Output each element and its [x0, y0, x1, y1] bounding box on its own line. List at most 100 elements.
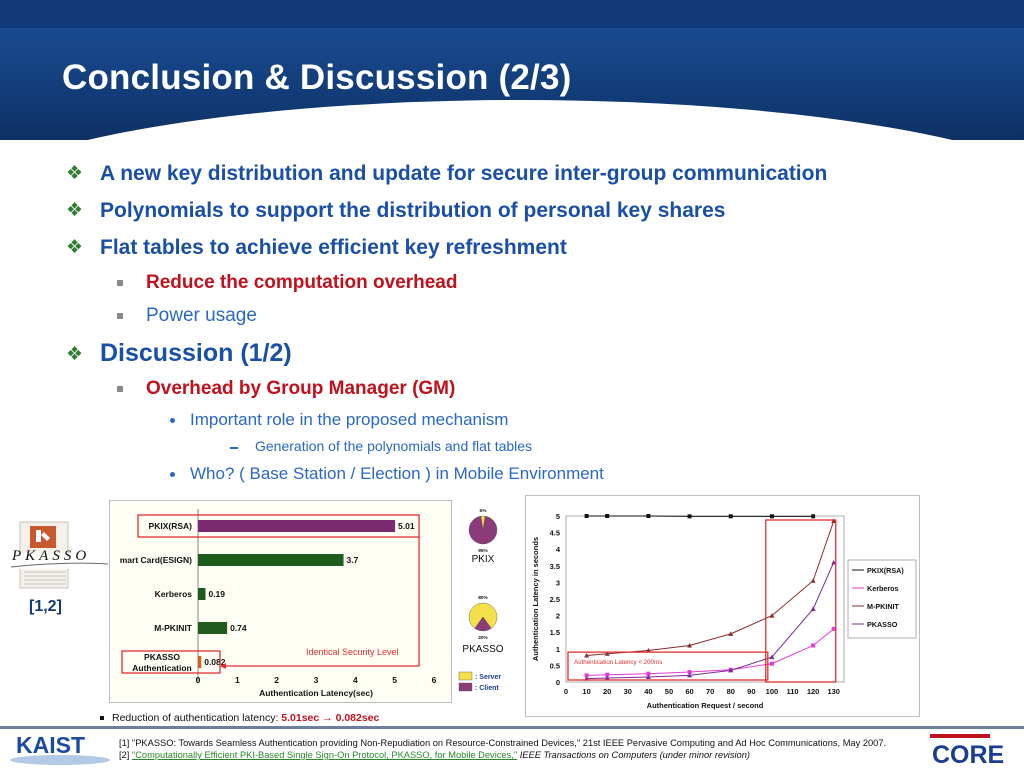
line-point-m-pkinit [604, 651, 610, 656]
bar-category-label: Kerberos [155, 589, 193, 599]
line-x-axis-label: Authentication Request / second [647, 701, 764, 710]
line-legend-label: Kerberos [867, 584, 899, 593]
line-point-pkix-rsa- [605, 514, 610, 518]
line-legend-label: PKIX(RSA) [867, 566, 904, 575]
logo-reference: [1,2] [29, 598, 62, 615]
latency-line-chart-panel: 0 0.5 1 1.5 2 2.5 3 3.5 4 4.5 5 0 10 20 30 40 50 60 70 80 90… [525, 495, 920, 717]
line-x-tick-label: 70 [706, 687, 714, 696]
line-point-pkix-rsa- [769, 514, 774, 519]
reference-2: [2] "Computationally Efficient PKI-Based… [119, 749, 886, 761]
reference-2-link[interactable]: "Computationally Efficient PKI-Based Sin… [131, 750, 518, 760]
line-point-pkix-rsa- [728, 514, 733, 519]
pie-legend-label: : Server [475, 674, 501, 681]
line-point-kerberos [687, 670, 692, 675]
diamond-bullet-icon: ❖ [66, 344, 84, 365]
line-y-tick-label: 5 [556, 512, 560, 521]
bullet-generation: Generation of the polynomials and flat t… [255, 438, 533, 454]
line-point-m-pkinit [728, 631, 734, 636]
line-x-tick-label: 120 [807, 687, 820, 696]
bar-value-label: 5.01 [398, 521, 415, 531]
bullet-key-distribution: A new key distribution and update for se… [100, 162, 828, 185]
pie-legend-swatch [458, 671, 473, 681]
line-x-tick-label: 110 [786, 687, 798, 696]
diamond-bullet-icon: ❖ [66, 163, 84, 184]
line-annotation-label: Authentication Latency < 200ms [574, 659, 662, 666]
line-x-tick-label: 30 [624, 687, 632, 696]
line-x-tick-label: 60 [685, 687, 693, 696]
dash-bullet-icon [230, 447, 238, 449]
core-logo-text: CORE [932, 741, 1004, 766]
pie-panel: 5% 95% PKIX 80% 20% PKASSO: Server: Client [455, 505, 520, 700]
bar-x-tick-label: 5 [392, 675, 397, 685]
line-point-m-pkinit [810, 578, 816, 583]
diamond-bullet-icon: ❖ [66, 237, 84, 258]
square-bullet-icon [117, 313, 123, 319]
bar-highlight-box [137, 514, 420, 538]
note-prefix: Reduction of authentication latency: [112, 712, 282, 724]
line-point-kerberos [605, 672, 610, 677]
bullet-who: Who? ( Base Station / Election ) in Mobi… [190, 464, 604, 483]
line-x-tick-label: 0 [564, 687, 568, 696]
line-point-kerberos [811, 643, 816, 648]
references: [1] "PKASSO: Towards Seamless Authentica… [119, 737, 886, 761]
core-logo: CORE [930, 734, 1018, 768]
line-point-pkix-rsa- [687, 514, 692, 519]
line-plot-area [565, 515, 845, 683]
bar-pkasso-authentication [198, 656, 202, 668]
line-point-m-pkinit [769, 613, 775, 618]
line-point-m-pkinit [645, 647, 651, 653]
dot-bullet-icon [170, 418, 175, 423]
line-point-kerberos [584, 673, 589, 678]
pkasso-logo-text: PKASSO [12, 548, 91, 564]
line-point-pkasso [831, 559, 837, 565]
bar-x-axis-label: Authentication Latency(sec) [259, 688, 373, 698]
kaist-logo-graphic: KAIST [10, 732, 110, 765]
bar-m-pkinit [198, 622, 228, 634]
line-series-kerberos [586, 628, 835, 676]
bar-annotation-label: Identical Security Level [306, 647, 399, 657]
line-y-tick-label: 1 [556, 645, 560, 654]
reference-2-suffix: IEEE Transactions on Computers (under mi… [517, 750, 750, 760]
bar-x-tick-label: 3 [314, 675, 319, 685]
line-point-pkix-rsa- [584, 514, 589, 518]
line-x-tick-label: 90 [747, 687, 755, 696]
bar-annotation-arrowhead [220, 663, 226, 669]
header-stripe [0, 0, 1024, 28]
line-y-tick-label: 0.5 [550, 661, 560, 670]
bullet-power-usage: Power usage [146, 305, 257, 326]
pie-slice-pkasso-1 [474, 616, 492, 632]
line-y-tick-label: 4.5 [550, 529, 560, 538]
line-point-kerberos [769, 661, 774, 666]
bullet-gm-overhead: Overhead by Group Manager (GM) [146, 378, 456, 399]
latency-line-chart: 00.511.522.533.544.550 10 20 30 40 50 60 70 80 90… [531, 512, 917, 710]
line-point-m-pkinit [584, 652, 590, 658]
pkasso-logo-graphic [8, 521, 109, 589]
bar-x-tick-label: 6 [432, 675, 437, 685]
line-y-tick-label: 3.5 [550, 562, 560, 571]
bar-mart-card-esign- [198, 554, 344, 566]
bar-category-label: mart Card(ESIGN) [120, 555, 192, 565]
load-share-pies: 5% 95%PKIX 80% 20% PKASSO: Server: Client [458, 508, 504, 692]
line-point-pkix-rsa- [811, 514, 816, 519]
footer-divider [0, 726, 1024, 729]
square-bullet-icon [117, 280, 123, 286]
line-y-tick-label: 2.5 [550, 595, 560, 604]
bar-category-label: M-PKINIT [154, 623, 193, 633]
line-point-pkasso [604, 675, 610, 681]
title-band [0, 0, 1024, 140]
bar-category-label: PKASSO [144, 652, 180, 662]
kaist-logo: KAIST [10, 729, 112, 766]
square-bullet-icon [117, 386, 123, 392]
latency-reduction-note: Reduction of authentication latency: 5.0… [100, 712, 379, 724]
bar-x-tick-label: 4 [353, 675, 358, 685]
pie-slice-label: 80% [478, 595, 488, 601]
diamond-bullet-icon: ❖ [66, 200, 84, 221]
slide-title: Conclusion & Discussion (2/3) [62, 58, 572, 97]
line-y-tick-label: 2 [556, 612, 560, 621]
kaist-logo-text: KAIST [16, 732, 85, 758]
line-point-m-pkinit [831, 518, 837, 523]
line-point-pkasso [769, 654, 775, 660]
note-value: 5.01sec → 0.082sec [281, 712, 380, 724]
pie-slice-pkix-1 [468, 515, 498, 545]
line-highlight-box [765, 519, 837, 683]
